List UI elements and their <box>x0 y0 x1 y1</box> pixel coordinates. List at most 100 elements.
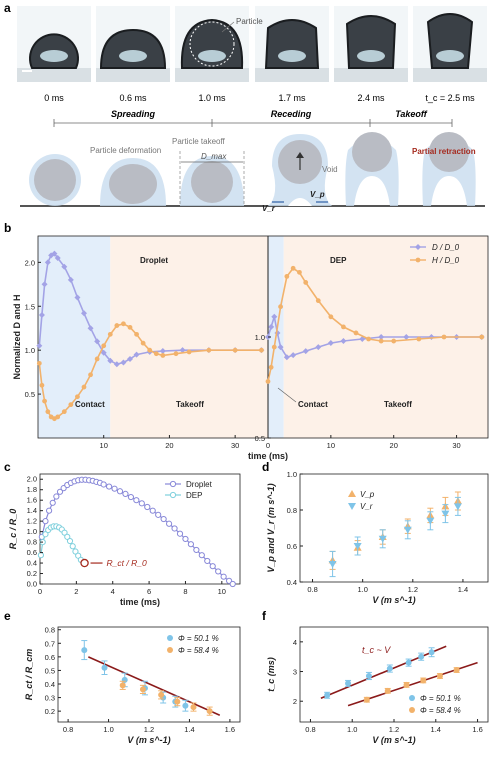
b-right-D-pt-8 <box>315 344 322 351</box>
b-rxtick-label-2: 20 <box>390 441 398 450</box>
e-ytick-label-5: 0.7 <box>45 639 55 648</box>
b-contact-pointer <box>277 387 297 403</box>
phase-receding: Receding <box>271 109 312 119</box>
b-ann-takeoff-left: Takeoff <box>176 400 204 409</box>
label-vr: V_r <box>262 204 276 213</box>
photo-substrate-5 <box>413 68 487 82</box>
c-series-0-pt-4 <box>53 493 60 500</box>
e-s1-pt-3 <box>174 698 181 705</box>
b-ytick-label-0: 0.5 <box>25 390 35 399</box>
b-rytick-label-1: 1.0 <box>255 333 265 342</box>
f-s0-pt-2 <box>365 672 372 679</box>
e-legend-marker-0 <box>167 635 173 641</box>
f-s1-pt-0 <box>363 696 370 703</box>
c-series-0-pt-1 <box>42 518 49 525</box>
photo-drop-edge-4 <box>345 15 397 69</box>
schematic <box>20 132 485 207</box>
b-left-H-pt-3 <box>45 409 51 415</box>
e-ylabel: R_ct / R_cm <box>24 649 34 701</box>
c-series-0-pt-21 <box>122 490 129 498</box>
e-ytick-label-4: 0.6 <box>45 653 55 662</box>
b-right-H-pt-1 <box>268 364 274 370</box>
b-left-H-pt-16 <box>121 321 126 327</box>
photo-drop-shadow-2 <box>181 20 243 68</box>
e-ytick-label-1: 0.3 <box>45 694 55 703</box>
c-series-0-pt-34 <box>193 546 200 554</box>
b-right-H-pt-7 <box>303 280 309 285</box>
b-left-H-pt-23 <box>173 351 179 357</box>
b-left-D-pt-7 <box>61 263 68 270</box>
photo-drop-shadow-1 <box>101 30 165 68</box>
b-left-D-pt-16 <box>120 359 127 366</box>
c-legend-label-1: DEP <box>186 491 202 500</box>
b-left-H-pt-17 <box>127 324 133 330</box>
f-s1-pt-3 <box>420 677 427 684</box>
d-ylabel: V_p and V_r (m s^-1) <box>266 483 276 572</box>
c-ytick-label-6: 1.2 <box>27 517 37 526</box>
c-ytick-label-10: 2.0 <box>27 475 37 484</box>
c-series-0-pt-26 <box>149 507 156 514</box>
chart-b: 0.5 1.0 1.5 2.0 0.5 1.0 10 20 30 0 10 20 30 time (ms)… <box>12 235 489 461</box>
b-left-H-pt-10 <box>81 384 87 390</box>
c-series-0-pt-5 <box>56 488 64 495</box>
b-left-H-pt-14 <box>107 331 113 337</box>
b-right-H-pt-11 <box>353 330 359 336</box>
c-series-0-pt-32 <box>182 535 189 543</box>
d-xlabel: V (m s^-1) <box>372 595 415 605</box>
c-series-1-pt-12 <box>69 543 76 550</box>
b-right-H-line <box>267 267 482 382</box>
d-s1-pt-4 <box>426 517 435 525</box>
e-xtick-label-2: 1.2 <box>144 725 154 734</box>
c-ytick-label-9: 1.8 <box>27 485 37 494</box>
e-ytick-label-3: 0.5 <box>45 666 55 675</box>
time-label-1: 0.6 ms <box>119 93 147 103</box>
chart-f: 2 3 4 0.8 1.0 1.2 1.4 1.6 V (m s^-1) t_c (ms) Φ = … <box>266 626 489 745</box>
b-left-H-pt-0 <box>36 360 42 366</box>
c-series-0-pt-33 <box>187 541 195 548</box>
chart-e: 0.2 0.3 0.4 0.5 0.6 0.7 0.8 0.8 1.0 1.2 1.4 1.6 V (m… <box>24 626 241 745</box>
b-takeoff-bg-left <box>110 236 269 438</box>
b-left-D-pt-6 <box>54 254 61 261</box>
f-legend-label-1: Φ = 58.4 % <box>420 706 461 715</box>
b-rxtick-label-0: 0 <box>266 441 270 450</box>
c-series-1-pt-11 <box>66 537 74 545</box>
c-xtick-label-4: 8 <box>183 587 187 596</box>
e-legend-marker-1 <box>167 647 173 653</box>
e-legend-label-1: Φ = 58.4 % <box>178 646 219 655</box>
c-legend-marker-1 <box>169 491 177 499</box>
b-right-D-pt-2 <box>271 313 278 320</box>
b-left-H-pt-25 <box>206 347 212 353</box>
f-s0-pt-4 <box>405 659 412 666</box>
e-s1-pt-4 <box>190 704 197 711</box>
photo-highlight-1 <box>119 50 147 62</box>
e-s0-pt-6 <box>182 702 189 709</box>
d-legend-label-1: V_r <box>360 502 373 511</box>
time-label-4: 2.4 ms <box>357 93 385 103</box>
b-left-D-pt-11 <box>87 325 94 332</box>
b-right-H-pt-2 <box>271 344 277 350</box>
label-vp: V_p <box>310 190 325 199</box>
b-rxtick-label-1: 10 <box>327 441 335 450</box>
f-legend-marker-1 <box>409 707 415 713</box>
d-ytick-label-3: 1.0 <box>287 470 297 479</box>
b-left-H-pt-12 <box>94 356 100 362</box>
c-series-1-pt-2 <box>42 531 49 538</box>
c-series-0-pt-31 <box>176 530 184 537</box>
particle-2 <box>191 161 233 203</box>
b-left-H-pt-22 <box>160 353 166 358</box>
label-dmax: D_max <box>201 152 227 161</box>
d-s1-pt-2 <box>378 535 387 543</box>
f-xtick-label-4: 1.6 <box>472 725 482 734</box>
time-label-5: t_c = 2.5 ms <box>425 93 475 103</box>
b-left-H-pt-18 <box>134 331 139 337</box>
c-series-0-pt-2 <box>45 507 53 514</box>
panel-label-f: f <box>262 609 267 623</box>
b-right-D-pt-12 <box>378 334 385 340</box>
f-legend-label-0: Φ = 50.1 % <box>420 694 461 703</box>
b-left-H-pt-19 <box>140 340 146 346</box>
b-ytick-label-3: 2.0 <box>25 258 35 267</box>
c-series-0-pt-18 <box>105 483 113 490</box>
photo-substrate-2 <box>175 68 249 82</box>
particle-4 <box>352 132 392 172</box>
